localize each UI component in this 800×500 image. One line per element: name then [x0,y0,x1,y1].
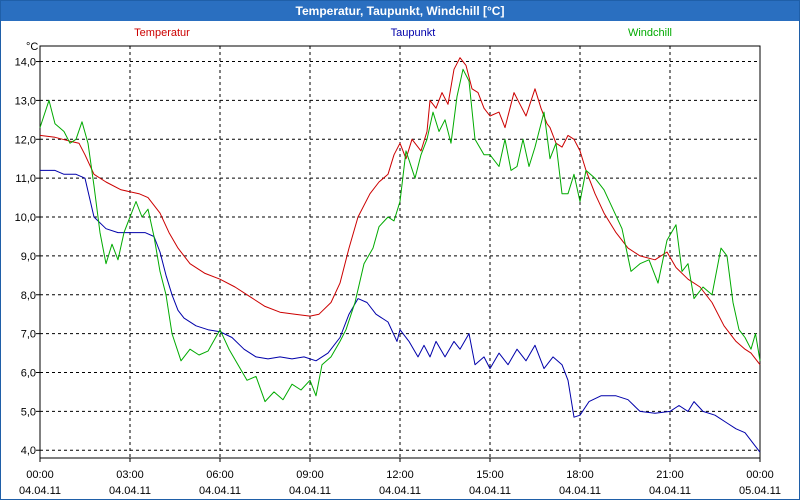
x-tick-date: 05.04.11 [739,485,781,497]
x-tick-date: 04.04.11 [469,485,511,497]
axis-ticks: 14,0 13,0 12,0 11,0 10,0 9,0 8,0 7,0 6,0 5,0 4,0 00… [15,57,781,497]
y-tick-label: 8,0 [21,290,36,302]
y-tick-label: 5,0 [21,406,36,418]
legend-taupunkt: Taupunkt [391,27,436,39]
x-tick-date: 04.04.11 [649,485,691,497]
x-tick-time: 06:00 [206,469,234,481]
x-tick-date: 04.04.11 [289,485,331,497]
x-tick-time: 18:00 [566,469,594,481]
y-tick-label: 12,0 [15,134,36,146]
series-line-taupunkt [40,169,761,453]
x-tick-date: 04.04.11 [19,485,61,497]
x-tick-date: 04.04.11 [379,485,421,497]
x-tick-time: 03:00 [116,469,144,481]
legend: Temperatur Taupunkt Windchill [134,27,672,39]
y-axis-label: °C [26,41,38,53]
y-tick-label: 14,0 [15,57,36,69]
chart-title: Temperatur, Taupunkt, Windchill [°C] [1,1,799,21]
y-tick-label: 11,0 [15,173,36,185]
x-tick-time: 12:00 [386,469,414,481]
y-tick-label: 9,0 [21,251,36,263]
y-tick-label: 7,0 [21,329,36,341]
series-group [39,57,761,453]
x-tick-time: 15:00 [476,469,504,481]
legend-windchill: Windchill [628,27,672,39]
x-tick-date: 04.04.11 [559,485,601,497]
y-tick-label: 6,0 [21,367,36,379]
x-tick-time: 00:00 [746,469,774,481]
y-tick-label: 4,0 [21,445,36,457]
x-tick-time: 21:00 [656,469,684,481]
x-tick-date: 04.04.11 [199,485,241,497]
x-tick-time: 09:00 [296,469,324,481]
x-tick-date: 04.04.11 [109,485,151,497]
x-tick-time: 00:00 [26,469,54,481]
series-line-temperatur [39,57,761,366]
series-line-windchill [39,68,761,403]
y-tick-label: 10,0 [15,212,36,224]
y-tick-label: 13,0 [15,95,36,107]
legend-temperatur: Temperatur [134,27,190,39]
